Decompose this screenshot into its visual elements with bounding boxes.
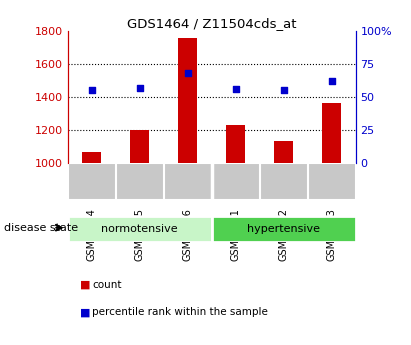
FancyBboxPatch shape bbox=[212, 216, 356, 242]
Point bbox=[88, 87, 95, 93]
Bar bbox=[82, 152, 102, 162]
Title: GDS1464 / Z11504cds_at: GDS1464 / Z11504cds_at bbox=[127, 17, 296, 30]
Point bbox=[328, 78, 335, 84]
Text: percentile rank within the sample: percentile rank within the sample bbox=[92, 307, 268, 317]
Point bbox=[232, 86, 239, 92]
Text: normotensive: normotensive bbox=[102, 224, 178, 234]
Text: hypertensive: hypertensive bbox=[247, 224, 320, 234]
Bar bbox=[178, 38, 197, 162]
FancyBboxPatch shape bbox=[68, 216, 212, 242]
Text: ■: ■ bbox=[80, 280, 91, 289]
Point bbox=[280, 87, 287, 93]
Text: disease state: disease state bbox=[4, 223, 78, 233]
Point bbox=[136, 85, 143, 90]
Text: count: count bbox=[92, 280, 122, 289]
Text: ■: ■ bbox=[80, 307, 91, 317]
Point bbox=[185, 70, 191, 76]
Bar bbox=[226, 125, 245, 162]
Bar bbox=[130, 130, 149, 162]
Bar bbox=[274, 141, 293, 162]
Bar bbox=[322, 102, 341, 162]
